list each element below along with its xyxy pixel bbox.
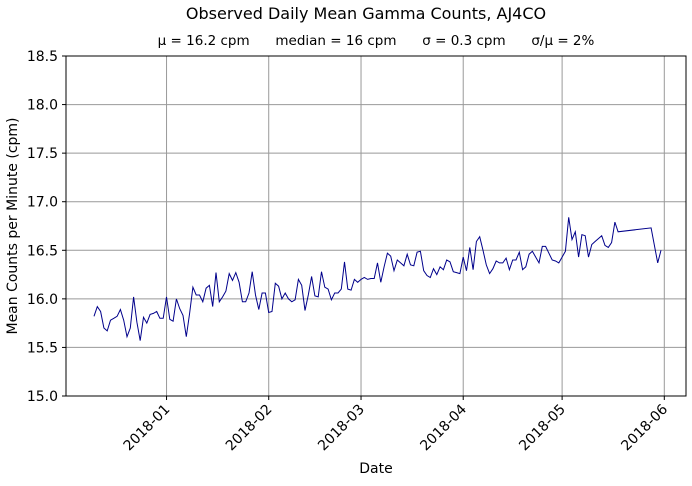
y-tick-label: 15.5 xyxy=(27,340,58,356)
y-tick-label: 18.0 xyxy=(27,98,58,114)
x-tick-label: 2018-04 xyxy=(417,401,470,454)
y-axis: 15.0 15.5 16.0 16.5 17.0 17.5 18.0 18.5 xyxy=(27,49,66,405)
plot-frame xyxy=(65,55,687,397)
x-tick-label: 2018-02 xyxy=(223,402,276,455)
y-axis-label: Mean Counts per Minute (cpm) xyxy=(5,117,21,334)
x-tick-label: 2018-05 xyxy=(516,402,569,455)
y-tick-label: 15.0 xyxy=(27,389,58,405)
y-tick-label: 18.5 xyxy=(27,49,58,65)
y-tick-label: 17.5 xyxy=(27,146,58,162)
y-tick-label: 17.0 xyxy=(27,195,58,211)
series-line xyxy=(93,217,662,341)
chart-title: Observed Daily Mean Gamma Counts, AJ4CO xyxy=(186,4,546,23)
x-axis-label: Date xyxy=(359,461,392,477)
y-tick-label: 16.0 xyxy=(27,292,58,308)
chart-subtitle: μ = 16.2 cpm median = 16 cpm σ = 0.3 cpm… xyxy=(158,33,595,49)
grid xyxy=(66,55,686,397)
x-tick-label: 2018-06 xyxy=(618,401,671,454)
x-tick-label: 2018-01 xyxy=(121,402,174,455)
x-axis: 2018-01 2018-02 2018-03 2018-04 2018-05 2018-… xyxy=(121,396,671,454)
y-tick-label: 16.5 xyxy=(27,243,58,259)
x-tick-label: 2018-03 xyxy=(315,402,368,455)
